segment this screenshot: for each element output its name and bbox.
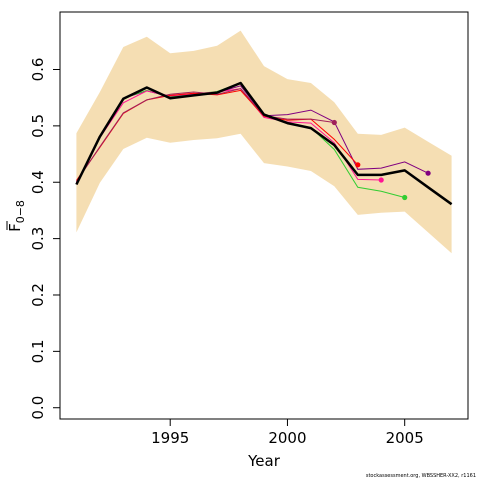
retro-series-endpoint-4 <box>355 162 361 168</box>
x-axis-title: Year <box>247 452 281 470</box>
y-tick-label: 0.2 <box>29 283 47 307</box>
y-axis-title-subscript: 0−8 <box>14 200 27 223</box>
retro-series-line-3 <box>75 88 382 184</box>
credit-text: stockassessment.org, WBSSHER-XX2, r1161 <box>366 473 476 479</box>
y-tick-label: 0.0 <box>29 396 47 420</box>
x-tick-label: 2005 <box>386 429 424 447</box>
y-tick-label: 0.5 <box>29 114 47 138</box>
confidence-band <box>76 30 452 254</box>
x-tick-label: 1995 <box>151 429 189 447</box>
confidence-band-area <box>76 30 452 254</box>
y-tick-label: 0.6 <box>29 58 47 82</box>
retro-series-endpoint-5 <box>331 119 337 126</box>
y-tick-label: 0.3 <box>29 227 47 251</box>
x-tick-label: 2000 <box>268 429 306 447</box>
y-axis: 0.0 0.1 0.2 0.3 0.4 0.5 0.6 <box>29 58 61 420</box>
y-tick-label: 0.1 <box>29 339 47 363</box>
y-axis-title-main: F <box>6 223 24 232</box>
svg-text:F0−8: F0−8 <box>6 200 27 232</box>
retro-series-endpoint-3 <box>378 177 384 183</box>
y-axis-title: F0−8 <box>6 200 27 232</box>
y-tick-label: 0.4 <box>29 170 47 194</box>
retro-series-endpoint-1 <box>425 170 431 176</box>
retro-series-endpoint-2 <box>402 194 408 201</box>
main-series-line <box>75 81 453 206</box>
main-series <box>75 81 453 206</box>
x-axis: 1995 2000 2005 <box>151 418 424 447</box>
